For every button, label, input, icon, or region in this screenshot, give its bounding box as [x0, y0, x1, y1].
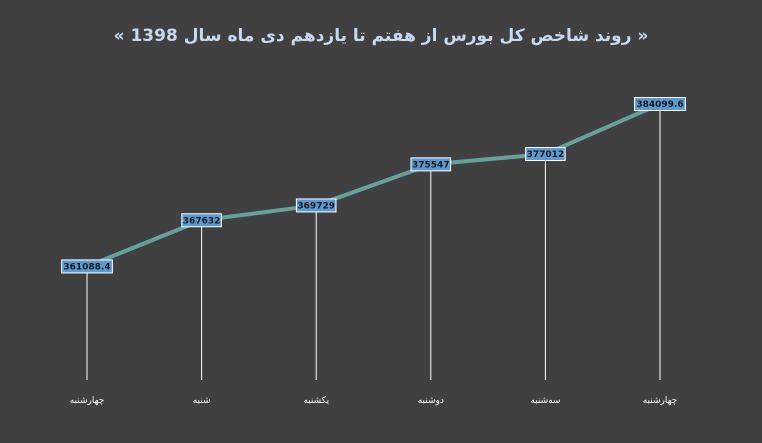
data-label: 375547 [410, 157, 452, 172]
data-label-box [61, 259, 113, 274]
data-label-box [295, 198, 337, 213]
data-label: 361088.4 [61, 259, 113, 274]
data-label-box [525, 147, 566, 162]
data-label-text: 369729 [297, 202, 335, 212]
data-label: 384099.6 [634, 97, 686, 111]
category-label: چهارشنبه [643, 396, 678, 406]
data-label: 367632 [181, 213, 222, 228]
data-label-box [634, 97, 686, 111]
series-line-inner [86, 103, 661, 268]
data-label: 369729 [295, 198, 337, 213]
data-label-text: 361088.4 [63, 263, 110, 273]
data-label-text: 375547 [412, 161, 450, 171]
data-label: 377012 [525, 147, 566, 162]
data-label-box [181, 213, 222, 228]
data-label-text: 377012 [527, 150, 565, 160]
chart-title: « روند شاخص کل بورس از هفتم تا یازدهم دی… [113, 26, 649, 46]
category-label: سه‌شنبه [530, 396, 560, 406]
category-label: شنبه [193, 396, 211, 406]
category-label: دوشنبه [418, 396, 444, 406]
category-label: چهارشنبه [70, 396, 105, 406]
data-label-text: 384099.6 [636, 100, 683, 110]
data-label-text: 367632 [183, 216, 221, 226]
data-label-box [410, 157, 452, 172]
category-label: یکشنبه [303, 396, 329, 406]
